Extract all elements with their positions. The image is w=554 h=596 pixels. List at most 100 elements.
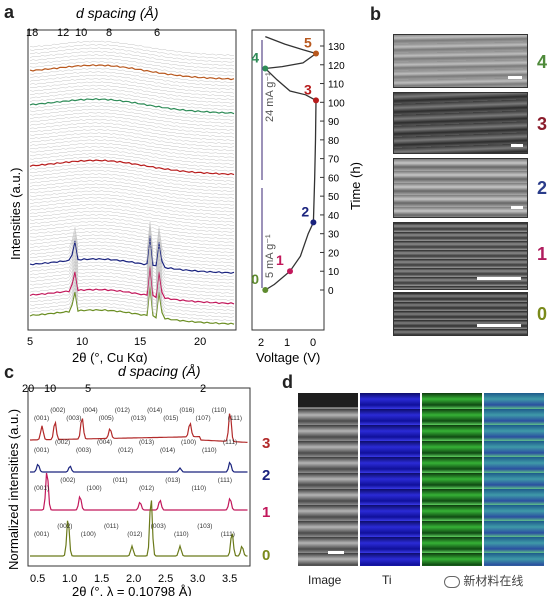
a-x-tick-3: 20 — [194, 336, 206, 348]
time-tick-label: 70 — [328, 155, 340, 166]
watermark-text: 新材料在线 — [463, 574, 524, 588]
a-x-tick-0: 5 — [27, 336, 33, 348]
time-tick-label: 30 — [328, 230, 340, 241]
xrd-trace — [29, 95, 235, 111]
pdf-trace — [30, 461, 248, 473]
a-y-axis-label: Intensities (a.u.) — [8, 168, 23, 261]
time-point-1 — [287, 268, 293, 275]
scale-bar-4 — [508, 76, 522, 79]
peak-label: (005) — [99, 415, 114, 422]
xrd-trace — [29, 220, 235, 237]
time-tick-label: 10 — [328, 267, 340, 278]
xrd-trace — [29, 259, 235, 298]
xrd-trace — [29, 262, 235, 301]
xrd-trace — [29, 64, 235, 81]
pdf-plot-frame — [27, 387, 251, 567]
a-top-axis-label: d spacing (Å) — [76, 5, 158, 21]
peak-label: (111) — [218, 477, 232, 484]
v-tick-2: 0 — [310, 337, 316, 349]
xrd-trace — [29, 210, 235, 226]
xrd-trace — [29, 47, 235, 63]
c-x-tick-4: 2.5 — [158, 573, 173, 585]
xrd-trace — [29, 186, 235, 203]
pdf-trace — [30, 472, 248, 511]
xrd-trace — [29, 217, 235, 233]
xrd-trace — [29, 142, 235, 159]
xrd-trace — [30, 101, 235, 118]
xrd-trace — [29, 224, 235, 240]
a-x-tick-2: 15 — [134, 336, 146, 348]
xrd-trace — [29, 156, 234, 172]
xrd-trace — [29, 255, 235, 295]
xrd-trace — [29, 125, 235, 141]
xrd-trace — [29, 50, 235, 67]
xrd-trace — [29, 88, 235, 104]
a-top-tick-3: 8 — [106, 27, 112, 39]
xrd-trace — [29, 57, 235, 74]
xrd-trace — [29, 234, 235, 250]
peak-label: (111) — [221, 531, 235, 538]
a-top-tick-1: 12 — [57, 27, 69, 39]
xrd-trace — [29, 132, 235, 148]
a-top-tick-2: 10 — [75, 27, 87, 39]
xrd-trace — [29, 190, 235, 206]
peak-label: (110) — [212, 407, 227, 414]
current-label-5: 5 mA g⁻¹ — [264, 234, 276, 278]
time-point-label-3: 3 — [304, 81, 312, 97]
peak-label: (016) — [179, 407, 194, 414]
pdf-trace — [30, 500, 248, 557]
xrd-trace — [29, 275, 235, 315]
xrd-trace — [29, 203, 235, 220]
peak-label: (002) — [50, 407, 65, 414]
time-tick-label: 20 — [328, 248, 340, 259]
time-point-label-5: 5 — [304, 35, 312, 51]
xrd-trace — [29, 162, 235, 179]
c-x-tick-2: 1.5 — [94, 573, 109, 585]
xrd-trace — [29, 231, 235, 247]
ti-map — [360, 393, 420, 566]
eels-scale-bar — [328, 551, 344, 554]
panel-label-d: d — [282, 372, 293, 392]
xrd-trace — [29, 105, 235, 121]
xrd-trace — [29, 129, 235, 145]
xrd-trace — [29, 268, 235, 308]
time-point-5 — [313, 50, 319, 57]
xrd-trace — [29, 286, 235, 325]
peak-label: (012) — [115, 407, 130, 414]
pdf-trace-stack: (001)(002)(003)(004)(005)(012)(013)(014)… — [30, 407, 248, 557]
a-top-tick-4: 6 — [154, 27, 160, 39]
scale-bar-2 — [511, 206, 523, 209]
c-trace-label-2: 2 — [262, 467, 270, 484]
peak-label: (100) — [81, 531, 96, 538]
peak-label: (103) — [197, 523, 212, 530]
xrd-trace — [29, 272, 234, 311]
peak-label: (001) — [34, 485, 49, 492]
panel-label-b: b — [370, 4, 381, 24]
time-tick-label: 0 — [328, 286, 334, 297]
peak-label: (001) — [34, 531, 49, 538]
tem-image-2 — [393, 158, 528, 218]
peak-label: (003) — [151, 523, 166, 530]
current-label-24: 24 mA g⁻¹ — [264, 72, 276, 122]
panel-label-c: c — [4, 362, 15, 382]
c-x-tick-1: 1.0 — [62, 573, 77, 585]
tem-label-2: 2 — [537, 178, 548, 198]
xrd-trace — [29, 122, 235, 138]
peak-label: (003) — [76, 447, 91, 454]
xrd-trace — [29, 183, 235, 199]
xrd-trace — [29, 78, 235, 94]
c-x-tick-6: 3.5 — [222, 573, 237, 585]
xrd-trace — [29, 54, 235, 70]
xrd-trace — [29, 207, 235, 223]
peak-label: (110) — [192, 485, 207, 492]
xrd-trace — [30, 227, 235, 267]
xrd-trace — [29, 71, 235, 87]
xrd-trace — [29, 152, 235, 169]
xrd-trace — [29, 139, 235, 155]
a-x-axis-label: 2θ (°, Cu Kα) — [72, 350, 148, 365]
time-tick-label: 130 — [328, 42, 345, 53]
watermark: 新材料在线 — [444, 572, 523, 589]
xrd-trace — [29, 97, 235, 115]
pdf-trace — [30, 413, 248, 443]
c-x-tick-0: 0.5 — [30, 573, 45, 585]
